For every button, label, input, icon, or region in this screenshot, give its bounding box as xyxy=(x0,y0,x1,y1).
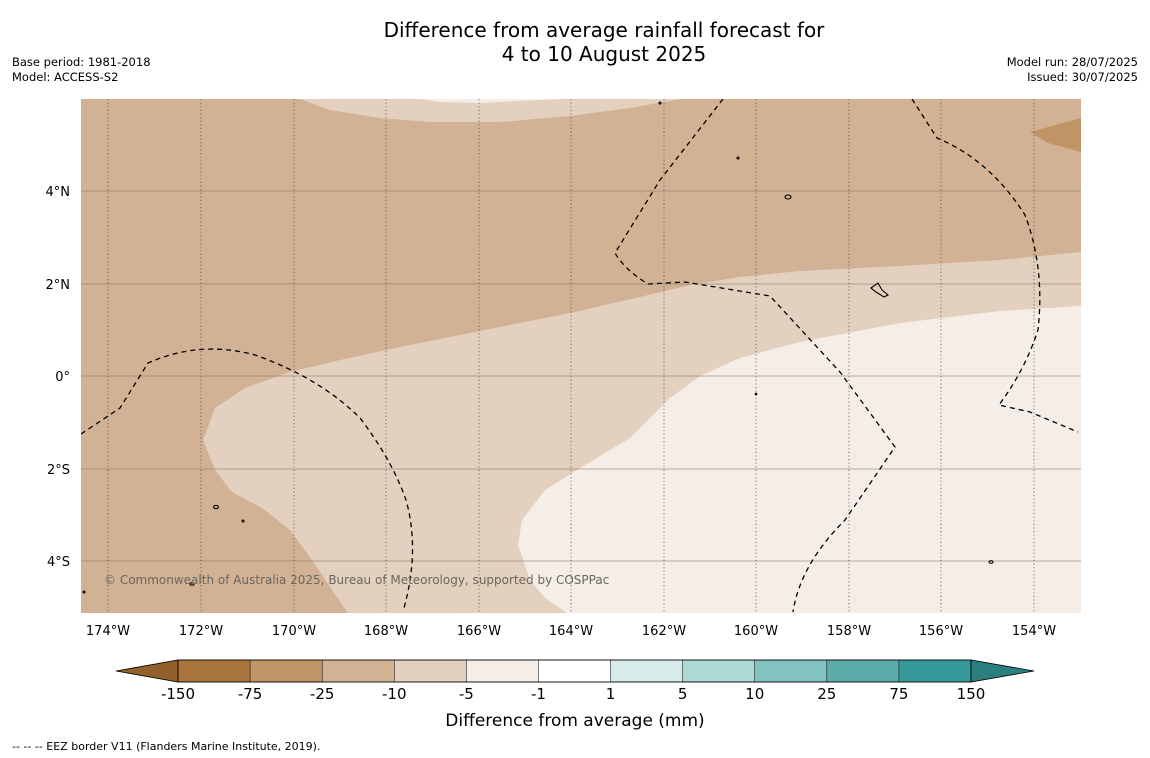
eez-borders xyxy=(81,99,1079,613)
colorbar-segment xyxy=(682,659,756,683)
colorbar-tick-label: 150 xyxy=(957,685,986,703)
island-outline xyxy=(784,194,792,200)
island-outline xyxy=(988,560,994,564)
title-line-1: Difference from average rainfall forecas… xyxy=(383,18,825,42)
colorbar-segment xyxy=(466,659,539,683)
colorbar: -150 -75 -25 -10 -5 -1 1 5 10 25 75 150 Difference … xyxy=(115,659,1035,731)
colorbar-segment xyxy=(321,659,395,683)
lon-tick-label: 170°W xyxy=(272,624,316,639)
colorbar-segment xyxy=(754,659,828,683)
colorbar-tick-label: -5 xyxy=(459,685,474,703)
base-period-text: Base period: 1981-2018 xyxy=(12,55,151,69)
lon-tick-label: 164°W xyxy=(549,624,593,639)
colorbar-title: Difference from average (mm) xyxy=(445,711,704,731)
island-outline xyxy=(754,392,758,396)
island-outline xyxy=(189,582,195,586)
island-outline xyxy=(241,519,245,523)
colorbar-outline xyxy=(177,659,972,683)
chart-title: Difference from average rainfall forecas… xyxy=(0,18,1150,66)
eez-border-east xyxy=(911,99,1079,433)
field-region-band-light xyxy=(518,306,1081,613)
lon-tick-label: 172°W xyxy=(179,624,223,639)
lon-tick-label: 158°W xyxy=(827,624,871,639)
model-text: Model: ACCESS-S2 xyxy=(12,70,119,84)
colorbar-tick-label: -10 xyxy=(382,685,407,703)
island-outline xyxy=(736,156,740,160)
colorbar-segment xyxy=(898,659,972,683)
lat-tick-labels: 4°N 2°N 0° 2°S 4°S xyxy=(46,185,71,570)
lon-tick-label: 162°W xyxy=(642,624,686,639)
island-outline xyxy=(212,504,220,510)
eez-footnote: -- -- -- EEZ border V11 (Flanders Marine… xyxy=(12,740,321,753)
colorbar-segment xyxy=(394,659,467,683)
colorbar-tick-label: 5 xyxy=(678,685,688,703)
field-region-top-light xyxy=(420,99,560,103)
colorbar-tick-label: -25 xyxy=(310,685,335,703)
colorbar-tick-label: 1 xyxy=(606,685,616,703)
map-panel: © Commonwealth of Australia 2025, Bureau… xyxy=(81,99,1081,613)
colorbar-labels: -150 -75 -25 -10 -5 -1 1 5 10 25 75 150 xyxy=(161,685,985,703)
colorbar-extend-high xyxy=(970,659,1035,683)
gridlines xyxy=(81,190,1081,562)
model-run-text: Model run: 28/07/2025 xyxy=(1006,55,1138,69)
meta-left: Base period: 1981-2018 Model: ACCESS-S2 xyxy=(12,55,151,85)
islands xyxy=(82,101,994,594)
issued-text: Issued: 30/07/2025 xyxy=(1027,70,1138,84)
lon-tick-labels: 174°W 172°W 170°W 168°W 166°W 164°W 162°… xyxy=(86,624,1056,639)
lon-tick-label: 174°W xyxy=(86,624,130,639)
lat-tick-label: 0° xyxy=(55,370,70,385)
lat-tick-label: 4°N xyxy=(46,185,71,200)
lon-tick-label: 160°W xyxy=(734,624,778,639)
colorbar-tick-label: 75 xyxy=(889,685,908,703)
island-outline xyxy=(658,101,662,105)
copyright-notice: © Commonwealth of Australia 2025, Bureau… xyxy=(104,573,609,587)
eez-border-central xyxy=(614,99,896,613)
colorbar-tick-label: -150 xyxy=(161,685,195,703)
colorbar-segment xyxy=(610,659,684,683)
lon-tick-label: 166°W xyxy=(457,624,501,639)
colorbar-tick-label: -75 xyxy=(238,685,263,703)
lat-tick-label: 4°S xyxy=(47,555,70,570)
island-outline xyxy=(870,282,889,298)
meta-right: Model run: 28/07/2025 Issued: 30/07/2025 xyxy=(1007,55,1138,85)
colorbar-segments xyxy=(177,659,972,683)
island-outline xyxy=(82,590,86,594)
colorbar-extend-low xyxy=(115,659,179,683)
colorbar-tick-label: -1 xyxy=(531,685,546,703)
colorbar-segment xyxy=(177,659,251,683)
lon-tick-label: 168°W xyxy=(364,624,408,639)
colorbar-segment xyxy=(538,659,612,683)
field-region-dark-wedge xyxy=(1030,118,1081,152)
colorbar-tick-label: 10 xyxy=(745,685,764,703)
lat-tick-label: 2°S xyxy=(47,463,70,478)
lon-tick-label: 154°W xyxy=(1012,624,1056,639)
title-line-2: 4 to 10 August 2025 xyxy=(501,42,707,66)
colorbar-segment xyxy=(826,659,900,683)
lon-tick-label: 156°W xyxy=(919,624,963,639)
field-region-top xyxy=(300,99,680,122)
lat-tick-label: 2°N xyxy=(46,278,71,293)
colorbar-tick-label: 25 xyxy=(817,685,836,703)
colorbar-segment xyxy=(249,659,323,683)
